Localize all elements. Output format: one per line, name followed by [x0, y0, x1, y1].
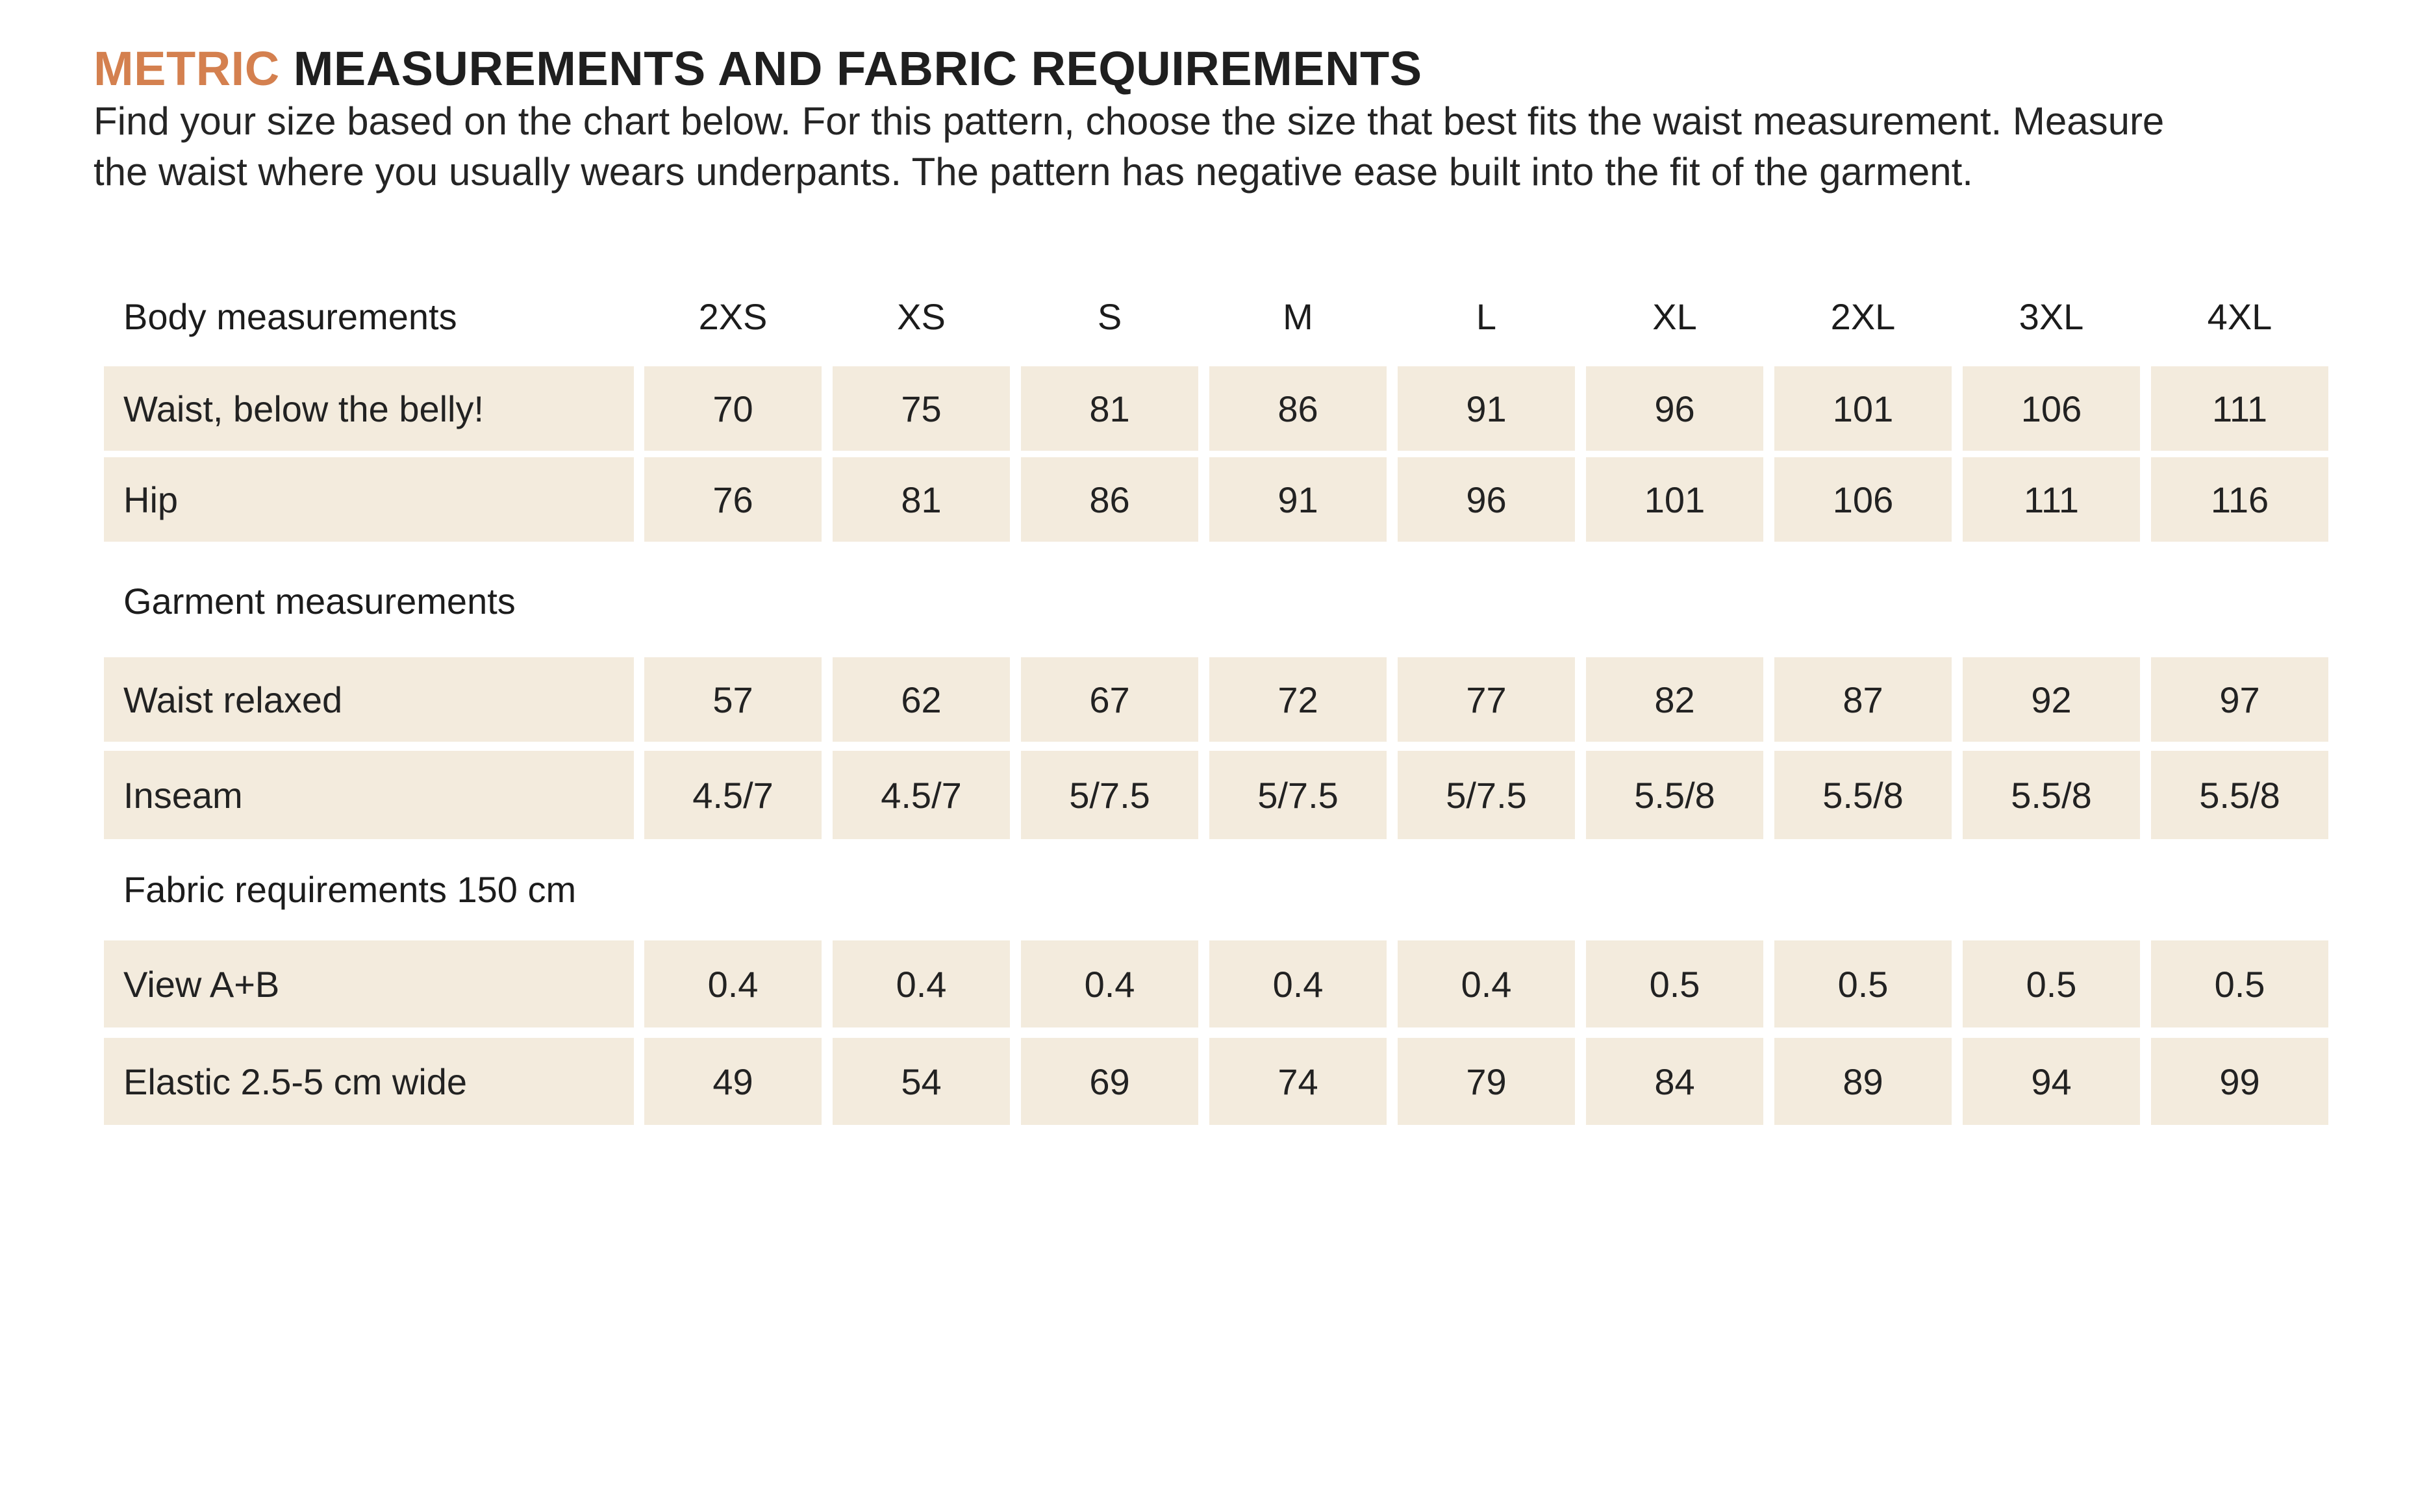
table-cell: 49 [644, 1038, 822, 1125]
size-header-2xs: 2XS [698, 296, 768, 337]
table-cell: 4.5/7 [644, 751, 822, 839]
table-cell: 84 [1586, 1038, 1763, 1125]
table-cell: 0.4 [833, 940, 1010, 1027]
table-cell: 94 [1963, 1038, 2140, 1125]
title-accent: METRIC [94, 42, 280, 95]
table-cell: 92 [1963, 657, 2140, 742]
table-cell: 96 [1586, 366, 1763, 451]
table-cell: 69 [1021, 1038, 1198, 1125]
section-label-body: Body measurements [123, 296, 457, 337]
table-cell: 82 [1586, 657, 1763, 742]
size-header-m: M [1283, 296, 1313, 337]
page-title: METRIC MEASUREMENTS AND FABRIC REQUIREME… [94, 36, 1422, 101]
table-cell: 5/7.5 [1398, 751, 1575, 839]
row-label: Waist, below the belly! [104, 366, 634, 451]
table-cell: 106 [1963, 366, 2140, 451]
table-cell: 75 [833, 366, 1010, 451]
size-header-xs: XS [897, 296, 946, 337]
size-header-s: S [1097, 296, 1122, 337]
table-cell: 5.5/8 [1774, 751, 1952, 839]
table-cell: 81 [1021, 366, 1198, 451]
table-cell: 5/7.5 [1209, 751, 1387, 839]
table-cell: 0.5 [2151, 940, 2328, 1027]
intro-line-1: Find your size based on the chart below.… [94, 99, 2165, 143]
table-cell: 0.5 [1774, 940, 1952, 1027]
table-cell: 0.4 [1021, 940, 1198, 1027]
row-label: Elastic 2.5-5 cm wide [104, 1038, 634, 1125]
table-cell: 79 [1398, 1038, 1575, 1125]
size-header-2xl: 2XL [1830, 296, 1896, 337]
table-cell: 72 [1209, 657, 1387, 742]
row-label: Hip [104, 457, 634, 542]
table-cell: 70 [644, 366, 822, 451]
table-cell: 5.5/8 [1963, 751, 2140, 839]
table-cell: 0.4 [1398, 940, 1575, 1027]
row-label: Waist relaxed [104, 657, 634, 742]
table-cell: 0.5 [1963, 940, 2140, 1027]
table-cell: 5.5/8 [1586, 751, 1763, 839]
section-label-fabric: Fabric requirements 150 cm [123, 868, 577, 910]
table-cell: 74 [1209, 1038, 1387, 1125]
table-cell: 116 [2151, 457, 2328, 542]
title-text: MEASUREMENTS AND FABRIC REQUIREMENTS [293, 42, 1422, 95]
table-cell: 4.5/7 [833, 751, 1010, 839]
size-header-4xl: 4XL [2207, 296, 2272, 337]
table-cell: 77 [1398, 657, 1575, 742]
intro-text: Find your size based on the chart below.… [94, 96, 2341, 197]
size-header-xl: XL [1652, 296, 1697, 337]
table-cell: 111 [2151, 366, 2328, 451]
size-header-3xl: 3XL [2019, 296, 2084, 337]
intro-line-2: the waist where you usually wears underp… [94, 150, 1973, 194]
table-cell: 91 [1398, 366, 1575, 451]
table-cell: 0.4 [644, 940, 822, 1027]
table-cell: 101 [1774, 366, 1952, 451]
table-cell: 57 [644, 657, 822, 742]
table-cell: 87 [1774, 657, 1952, 742]
table-cell: 86 [1209, 366, 1387, 451]
table-cell: 101 [1586, 457, 1763, 542]
table-cell: 5.5/8 [2151, 751, 2328, 839]
table-cell: 67 [1021, 657, 1198, 742]
table-cell: 76 [644, 457, 822, 542]
table-cell: 99 [2151, 1038, 2328, 1125]
table-cell: 97 [2151, 657, 2328, 742]
section-label-garment: Garment measurements [123, 580, 516, 622]
size-header-l: L [1476, 296, 1497, 337]
table-cell: 111 [1963, 457, 2140, 542]
table-cell: 62 [833, 657, 1010, 742]
row-label: View A+B [104, 940, 634, 1027]
table-cell: 91 [1209, 457, 1387, 542]
table-cell: 81 [833, 457, 1010, 542]
table-cell: 0.4 [1209, 940, 1387, 1027]
table-cell: 0.5 [1586, 940, 1763, 1027]
table-cell: 86 [1021, 457, 1198, 542]
table-cell: 54 [833, 1038, 1010, 1125]
table-cell: 89 [1774, 1038, 1952, 1125]
table-cell: 96 [1398, 457, 1575, 542]
table-cell: 106 [1774, 457, 1952, 542]
row-label: Inseam [104, 751, 634, 839]
table-cell: 5/7.5 [1021, 751, 1198, 839]
